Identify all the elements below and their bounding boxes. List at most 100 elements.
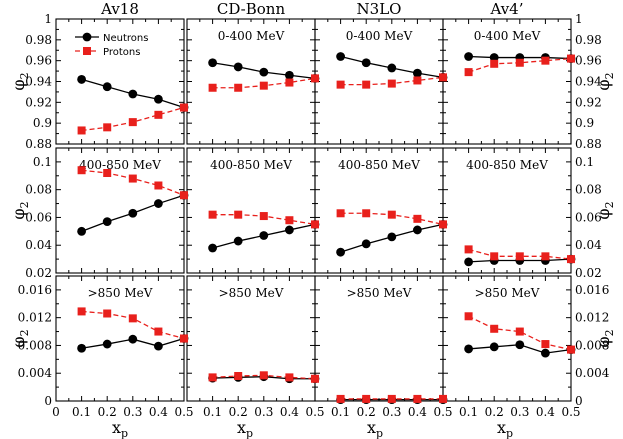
neutrons-point [259,231,269,240]
series-group-r1-c2 [336,209,448,257]
y-tick-label-right: 0.012 [575,311,609,325]
x-tick-label: 0.3 [123,405,142,419]
protons-point [154,110,163,119]
y-tick-label-right: 0 [575,394,583,408]
neutrons-point [154,94,163,104]
protons-point [285,216,294,225]
protons-point [180,103,188,112]
neutrons-point [259,67,269,77]
neutrons-point [413,225,422,235]
neutrons-point [515,340,525,350]
neutrons-point [464,344,473,354]
x-tick-label: 0.5 [561,405,580,419]
protons-point [464,245,473,254]
protons-point [541,340,550,349]
legend-protons-label: Protons [103,47,140,58]
series-group-r2-c0 [77,307,189,353]
series-group-r0-c3 [464,52,576,77]
x-tick-label: 0.2 [357,405,376,419]
x-tick-label: 0.5 [174,405,193,419]
legend: Neutrons Protons [75,32,148,58]
protons-point [311,74,319,83]
energy-range-label: >850 MeV [475,286,540,300]
neutrons-point [233,62,243,72]
legend-protons-marker [83,47,91,55]
protons-line [81,169,185,196]
column-title-0: Av18 [100,0,139,18]
series-group-r1-c0 [77,166,189,236]
protons-point [439,73,447,82]
neutrons-point [464,257,473,267]
y-axis-label-left-1: φ2 [9,201,31,219]
neutrons-point [102,339,112,349]
x-tick-label: 0.1 [203,405,222,419]
energy-range-label: 0-400 MeV [474,29,541,43]
energy-range-label: 0-400 MeV [218,29,285,43]
x-axis-label-3: xp [497,418,513,439]
x-tick-label: 0.3 [254,405,273,419]
y-tick-label-right: 0.9 [575,116,594,130]
y-tick-label-right: 1 [575,12,583,26]
protons-point [103,123,112,132]
neutrons-point [387,63,397,73]
x-tick-label: 0.4 [149,405,168,419]
column-title-3: Av4’ [489,0,523,18]
energy-range-label: 400-850 MeV [210,158,292,172]
protons-point [362,209,371,218]
panel-r1-c3 [442,147,572,274]
protons-point [387,394,396,403]
y-tick-label-right: 0.96 [575,54,602,68]
neutrons-point [285,70,294,80]
protons-point [234,210,243,219]
neutrons-point [102,82,112,92]
y-tick-label-left: 0.02 [25,266,52,280]
neutrons-point [154,199,163,208]
protons-point [567,54,575,63]
y-tick-label-right: 0.008 [575,338,609,352]
y-tick-label-right: 0.08 [575,183,602,197]
neutrons-point [489,53,499,62]
x-tick-label: 0.4 [536,405,555,419]
protons-point [259,212,268,221]
protons-point [77,166,86,175]
energy-range-label: >850 MeV [219,286,284,300]
neutrons-point [489,342,499,352]
y-tick-label-left: 0.012 [18,311,52,325]
y-tick-label-left: 0.88 [25,137,52,151]
energy-range-label: 0-400 MeV [346,29,413,43]
protons-point [515,252,524,261]
protons-point [413,214,422,223]
protons-point [490,59,499,68]
x-tick-label: 0.5 [433,405,452,419]
series-group-r2-c1 [208,371,320,384]
protons-point [413,76,422,85]
neutrons-point [154,341,163,351]
protons-point [234,83,243,92]
protons-point [515,58,524,67]
neutrons-point [413,68,422,78]
y-tick-label-left: 0.98 [25,33,52,47]
neutrons-point [336,52,345,61]
protons-point [439,220,447,229]
neutrons-point [128,208,138,218]
x-tick-label: 0 [52,405,60,419]
x-tick-label: 0.1 [331,405,350,419]
y-tick-label-left: 0.004 [18,366,53,380]
y-tick-label-right: 0.016 [575,283,609,297]
x-tick-label: 0.2 [229,405,248,419]
protons-point [77,307,86,316]
protons-point [128,174,137,183]
legend-neutrons-marker [82,32,92,42]
y-tick-label-left: 0 [44,394,52,408]
x-tick-label: 0.4 [408,405,427,419]
neutrons-point [285,225,294,235]
x-tick-label: 0.5 [305,405,324,419]
protons-point [490,252,499,261]
x-tick-label: 0.2 [485,405,504,419]
protons-point [387,210,396,219]
panel-r2-c3 [442,275,572,402]
y-tick-label-left: 0.92 [25,95,52,109]
energy-range-label: >850 MeV [88,286,153,300]
y-tick-label-left: 0.06 [25,210,52,224]
protons-point [336,394,345,403]
